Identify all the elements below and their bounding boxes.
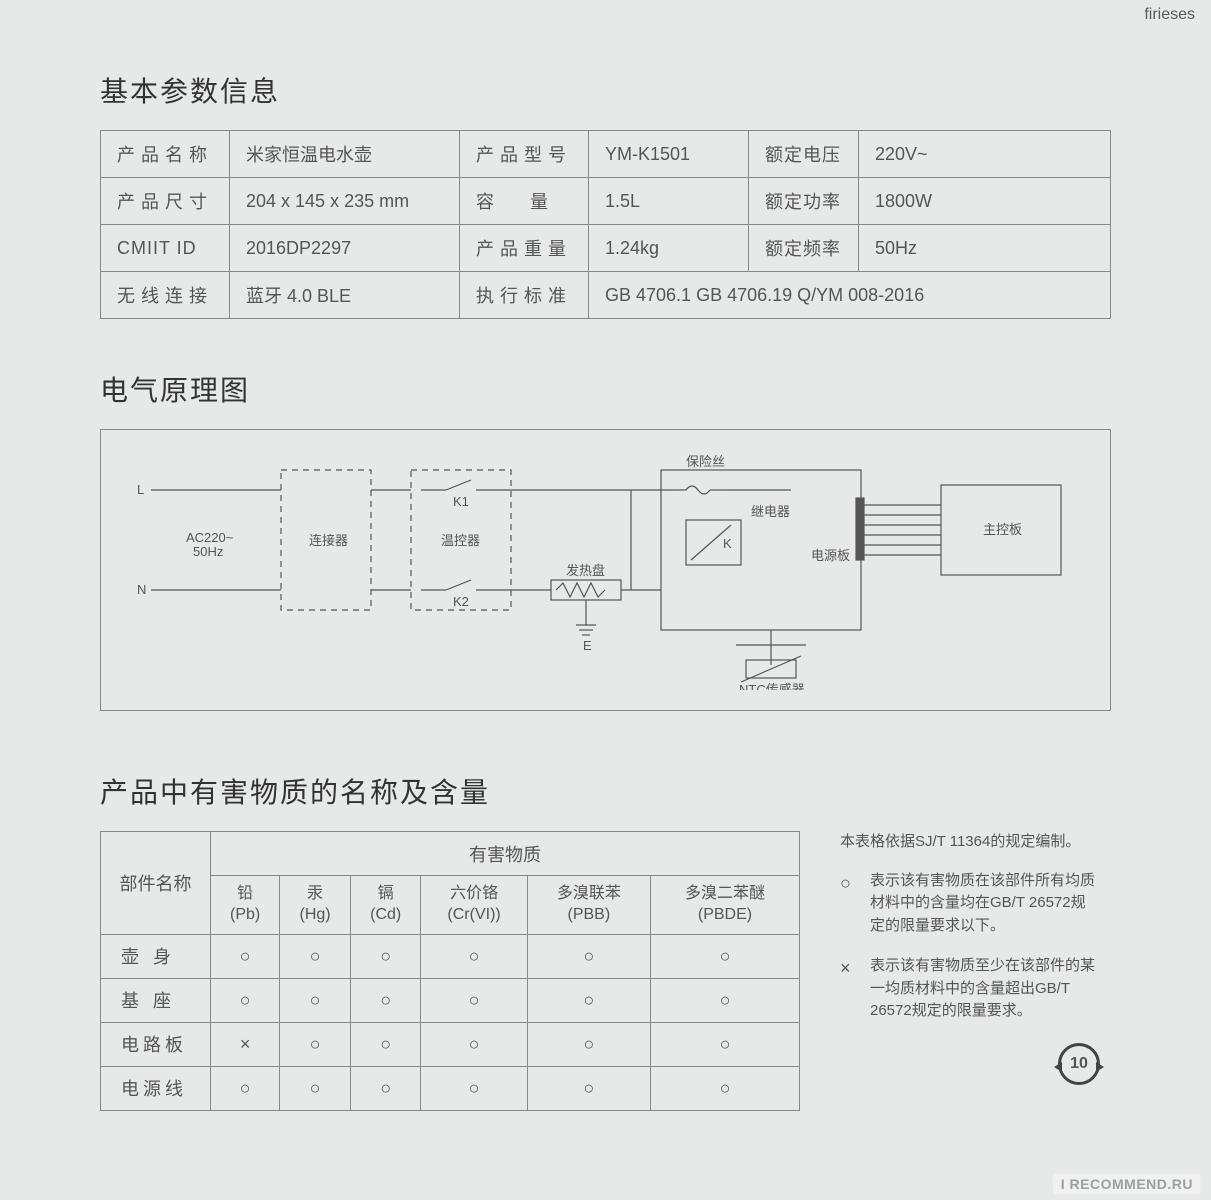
haz-cell: ○: [350, 1022, 421, 1066]
circuit-label-fuse: 保险丝: [686, 454, 725, 469]
haz-cell: ○: [421, 1022, 527, 1066]
spec-label: 产品型号: [460, 131, 589, 178]
spec-value: YM-K1501: [589, 131, 749, 178]
haz-col: 汞(Hg): [280, 876, 351, 935]
haz-col: 多溴二苯醚(PBDE): [651, 876, 800, 935]
circuit-label-ac: AC220~50Hz: [186, 530, 234, 559]
haz-cell: ○: [527, 978, 650, 1022]
circuit-label-thermostat: 温控器: [441, 533, 480, 548]
spec-label: 额定频率: [749, 225, 859, 272]
spec-value: 米家恒温电水壶: [230, 131, 460, 178]
watermark-bottom: I RECOMMEND.RU: [1053, 1174, 1201, 1194]
haz-cell: ○: [280, 978, 351, 1022]
haz-header-group: 有害物质: [211, 832, 800, 876]
haz-cell: ○: [280, 934, 351, 978]
haz-col: 镉(Cd): [350, 876, 421, 935]
circuit-label-n: N: [137, 582, 146, 597]
spec-value: 50Hz: [859, 225, 1111, 272]
page: 基本参数信息 产品名称 米家恒温电水壶 产品型号 YM-K1501 额定电压 2…: [0, 0, 1211, 1151]
spec-label: 产品尺寸: [101, 178, 230, 225]
haz-header-part: 部件名称: [101, 832, 211, 935]
circuit-label-psu: 电源板: [811, 548, 850, 563]
haz-notes: 本表格依据SJ/T 11364的规定编制。 ○ 表示该有害物质在该部件所有均质材…: [840, 831, 1100, 1111]
spec-value: 220V~: [859, 131, 1111, 178]
table-row: CMIIT ID 2016DP2297 产品重量 1.24kg 额定频率 50H…: [101, 225, 1111, 272]
circuit-diagram: L N AC220~50Hz 连接器 温控器 K1 K2 发热盘 E 保险丝 继…: [100, 429, 1111, 711]
spec-label: 执行标准: [460, 272, 589, 319]
note-text-o: 表示该有害物质在该部件所有均质材料中的含量均在GB/T 26572规定的限量要求…: [870, 870, 1100, 938]
haz-col: 铅(Pb): [211, 876, 280, 935]
circuit-label-connector: 连接器: [309, 533, 348, 548]
haz-part: 基座: [101, 978, 211, 1022]
circuit-label-k1: K1: [453, 494, 469, 509]
circuit-label-k: K: [723, 536, 732, 551]
spec-label: 产品名称: [101, 131, 230, 178]
spec-table: 产品名称 米家恒温电水壶 产品型号 YM-K1501 额定电压 220V~ 产品…: [100, 130, 1111, 319]
spec-label: 产品重量: [460, 225, 589, 272]
haz-cell: ○: [211, 934, 280, 978]
spec-heading: 基本参数信息: [100, 70, 1111, 110]
haz-cell: ○: [350, 1066, 421, 1110]
haz-table: 部件名称 有害物质 铅(Pb) 汞(Hg) 镉(Cd) 六价铬(Cr(VI)) …: [100, 831, 800, 1111]
haz-part: 电路板: [101, 1022, 211, 1066]
table-row: 产品尺寸 204 x 145 x 235 mm 容 量 1.5L 额定功率 18…: [101, 178, 1111, 225]
haz-cell: ○: [527, 934, 650, 978]
spec-value: 2016DP2297: [230, 225, 460, 272]
haz-cell: ○: [651, 934, 800, 978]
table-row: 电源线 ○ ○ ○ ○ ○ ○: [101, 1066, 800, 1110]
haz-part: 电源线: [101, 1066, 211, 1110]
spec-label: 容 量: [460, 178, 589, 225]
table-row: 无线连接 蓝牙 4.0 BLE 执行标准 GB 4706.1 GB 4706.1…: [101, 272, 1111, 319]
haz-cell: ○: [350, 934, 421, 978]
spec-label: CMIIT ID: [101, 225, 230, 272]
spec-value: 1.5L: [589, 178, 749, 225]
haz-cell: ×: [211, 1022, 280, 1066]
haz-cell: ○: [651, 978, 800, 1022]
spec-value: 1800W: [859, 178, 1111, 225]
note-intro: 本表格依据SJ/T 11364的规定编制。: [840, 831, 1100, 854]
table-row: 壶身 ○ ○ ○ ○ ○ ○: [101, 934, 800, 978]
spec-value: 1.24kg: [589, 225, 749, 272]
haz-col: 六价铬(Cr(VI)): [421, 876, 527, 935]
haz-cell: ○: [211, 978, 280, 1022]
note-symbol-x: ×: [840, 955, 858, 1023]
table-row: 基座 ○ ○ ○ ○ ○ ○: [101, 978, 800, 1022]
table-row: 部件名称 有害物质: [101, 832, 800, 876]
haz-heading: 产品中有害物质的名称及含量: [100, 771, 1111, 811]
haz-cell: ○: [527, 1022, 650, 1066]
circuit-label-k2: K2: [453, 594, 469, 609]
circuit-svg: L N AC220~50Hz 连接器 温控器 K1 K2 发热盘 E 保险丝 继…: [131, 450, 1071, 690]
haz-cell: ○: [211, 1066, 280, 1110]
recycle-icon: 10: [1058, 1043, 1100, 1085]
haz-cell: ○: [651, 1022, 800, 1066]
haz-cell: ○: [350, 978, 421, 1022]
spec-label: 无线连接: [101, 272, 230, 319]
haz-cell: ○: [421, 934, 527, 978]
spec-label: 额定功率: [749, 178, 859, 225]
table-row: 电路板 × ○ ○ ○ ○ ○: [101, 1022, 800, 1066]
haz-cell: ○: [280, 1066, 351, 1110]
note-symbol-o: ○: [840, 870, 858, 938]
circuit-label-ntc: NTC传感器: [739, 682, 805, 690]
circuit-label-relay: 继电器: [751, 504, 790, 519]
circuit-label-mcu: 主控板: [983, 522, 1022, 537]
spec-value: GB 4706.1 GB 4706.19 Q/YM 008-2016: [589, 272, 1111, 319]
haz-cell: ○: [527, 1066, 650, 1110]
circuit-heading: 电气原理图: [100, 369, 1111, 409]
table-row: 产品名称 米家恒温电水壶 产品型号 YM-K1501 额定电压 220V~: [101, 131, 1111, 178]
haz-cell: ○: [651, 1066, 800, 1110]
haz-cell: ○: [280, 1022, 351, 1066]
haz-cell: ○: [421, 978, 527, 1022]
spec-label: 额定电压: [749, 131, 859, 178]
circuit-label-e: E: [583, 638, 592, 653]
spec-value: 蓝牙 4.0 BLE: [230, 272, 460, 319]
watermark-top: firieses: [1144, 6, 1195, 24]
circuit-label-heater: 发热盘: [566, 563, 605, 578]
haz-col: 多溴联苯(PBB): [527, 876, 650, 935]
haz-part: 壶身: [101, 934, 211, 978]
haz-cell: ○: [421, 1066, 527, 1110]
circuit-label-l: L: [137, 482, 144, 497]
note-text-x: 表示该有害物质至少在该部件的某一均质材料中的含量超出GB/T 26572规定的限…: [870, 955, 1100, 1023]
spec-value: 204 x 145 x 235 mm: [230, 178, 460, 225]
